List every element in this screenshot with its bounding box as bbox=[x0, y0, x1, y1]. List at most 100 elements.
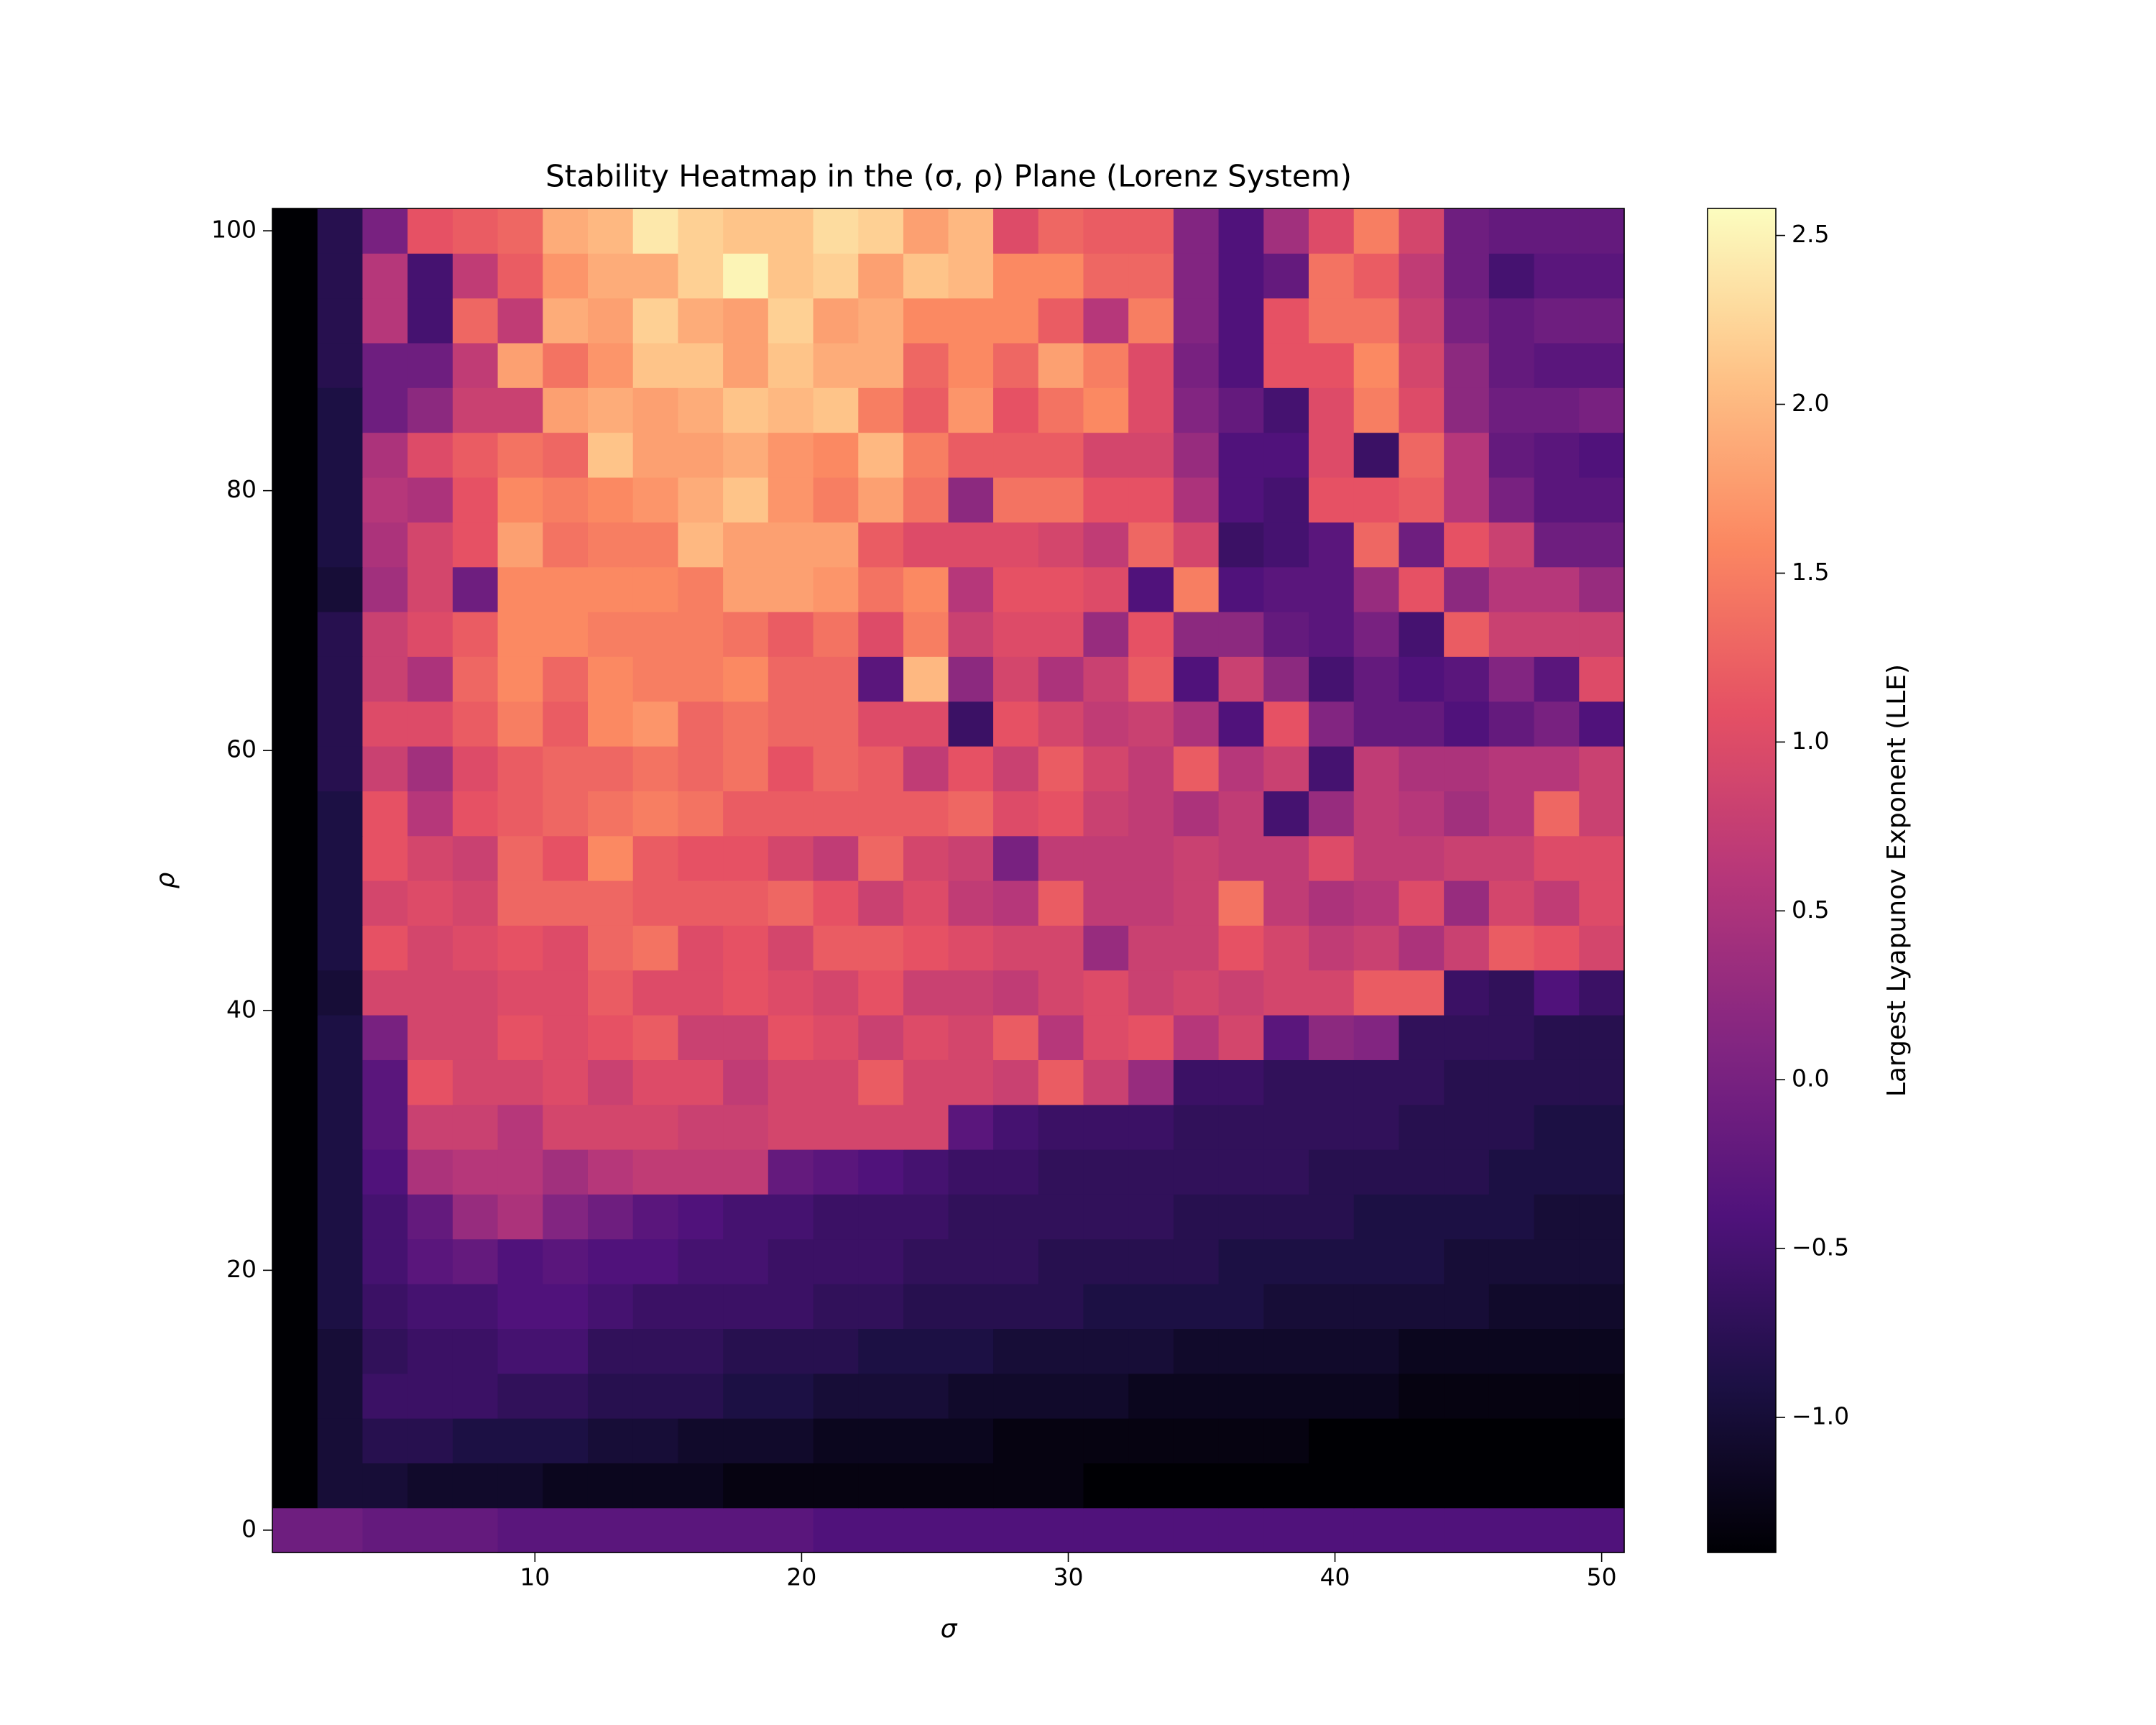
heatmap-cell bbox=[1353, 432, 1400, 478]
heatmap-cell bbox=[1128, 387, 1174, 433]
heatmap-cell bbox=[272, 1507, 318, 1553]
heatmap-cell bbox=[1309, 298, 1355, 344]
heatmap-cell bbox=[1353, 1463, 1400, 1509]
heatmap-cell bbox=[407, 1507, 453, 1553]
heatmap-cell bbox=[948, 656, 994, 702]
heatmap-cell bbox=[948, 1149, 994, 1195]
heatmap-cell bbox=[1309, 1418, 1355, 1463]
heatmap-cell bbox=[1399, 1104, 1445, 1150]
heatmap-cell bbox=[407, 477, 453, 523]
heatmap-cell bbox=[858, 566, 904, 612]
heatmap-cell bbox=[1218, 253, 1264, 299]
heatmap-cell bbox=[1353, 1284, 1400, 1330]
heatmap-cell bbox=[407, 387, 453, 433]
heatmap-cell bbox=[497, 1373, 543, 1419]
heatmap-cell bbox=[317, 208, 364, 254]
heatmap-cell bbox=[362, 208, 408, 254]
heatmap-cell bbox=[1263, 208, 1309, 254]
heatmap-cell bbox=[317, 387, 364, 433]
heatmap-cell bbox=[1263, 656, 1309, 702]
heatmap-cell bbox=[407, 1284, 453, 1330]
heatmap-cell bbox=[993, 253, 1039, 299]
heatmap-cell bbox=[1263, 1373, 1309, 1419]
heatmap-cell bbox=[1173, 1507, 1220, 1553]
heatmap-cell bbox=[993, 1328, 1039, 1374]
heatmap-cell bbox=[948, 1463, 994, 1509]
heatmap-cell bbox=[813, 432, 859, 478]
heatmap-cell bbox=[272, 745, 318, 791]
heatmap-cell bbox=[1173, 1238, 1220, 1284]
y-tick-label: 40 bbox=[226, 995, 257, 1023]
heatmap-cell bbox=[1128, 880, 1174, 926]
heatmap-cell bbox=[497, 477, 543, 523]
heatmap-cell bbox=[317, 1238, 364, 1284]
heatmap-cell bbox=[813, 880, 859, 926]
heatmap-cell bbox=[543, 835, 589, 881]
heatmap-cell bbox=[1353, 208, 1400, 254]
heatmap-cell bbox=[1083, 298, 1129, 344]
heatmap-cell bbox=[723, 791, 769, 837]
heatmap-cell bbox=[407, 880, 453, 926]
colorbar-tick-label: 2.0 bbox=[1792, 389, 1829, 417]
heatmap-cell bbox=[272, 925, 318, 971]
heatmap-cell bbox=[362, 1194, 408, 1240]
heatmap-cell bbox=[1579, 522, 1625, 568]
heatmap-cell bbox=[858, 1418, 904, 1463]
heatmap-cell bbox=[497, 791, 543, 837]
heatmap-cell bbox=[858, 522, 904, 568]
heatmap-cell bbox=[903, 298, 949, 344]
heatmap-cell bbox=[1444, 1104, 1490, 1150]
heatmap-cell bbox=[362, 1328, 408, 1374]
heatmap-cell bbox=[632, 1059, 679, 1105]
heatmap-cell bbox=[1444, 1149, 1490, 1195]
heatmap-cell bbox=[1353, 1149, 1400, 1195]
heatmap-cell bbox=[723, 342, 769, 388]
heatmap-cell bbox=[1263, 1104, 1309, 1150]
heatmap-cell bbox=[272, 1238, 318, 1284]
heatmap-cell bbox=[813, 566, 859, 612]
heatmap-cell bbox=[587, 566, 634, 612]
heatmap-cell bbox=[723, 745, 769, 791]
heatmap-cell bbox=[1218, 1059, 1264, 1105]
heatmap-cell bbox=[993, 835, 1039, 881]
heatmap-cell bbox=[1353, 925, 1400, 971]
heatmap-cell bbox=[362, 1418, 408, 1463]
heatmap-cell bbox=[632, 1104, 679, 1150]
heatmap-cell bbox=[1534, 1149, 1580, 1195]
heatmap-cell bbox=[1534, 1194, 1580, 1240]
colorbar-tick-label: −0.5 bbox=[1792, 1233, 1849, 1261]
heatmap-cell bbox=[1263, 970, 1309, 1016]
heatmap-cell bbox=[1038, 298, 1084, 344]
heatmap-cell bbox=[948, 1328, 994, 1374]
heatmap-cell bbox=[1399, 1418, 1445, 1463]
heatmap-cell bbox=[587, 208, 634, 254]
colorbar-tick-label: 2.5 bbox=[1792, 220, 1829, 248]
heatmap-cell bbox=[1173, 656, 1220, 702]
heatmap-cell bbox=[678, 477, 724, 523]
heatmap-cell bbox=[1263, 1463, 1309, 1509]
heatmap-cell bbox=[1218, 1104, 1264, 1150]
heatmap-cell bbox=[1128, 1507, 1174, 1553]
heatmap-cell bbox=[1444, 1507, 1490, 1553]
heatmap-cell bbox=[1128, 925, 1174, 971]
heatmap-cell bbox=[1263, 387, 1309, 433]
heatmap-cell bbox=[723, 1284, 769, 1330]
heatmap-cell bbox=[632, 1015, 679, 1060]
heatmap-cell bbox=[497, 1284, 543, 1330]
heatmap-cell bbox=[1218, 656, 1264, 702]
heatmap-cell bbox=[543, 1015, 589, 1060]
heatmap-cell bbox=[903, 1238, 949, 1284]
heatmap-cell bbox=[858, 791, 904, 837]
heatmap-cell bbox=[723, 387, 769, 433]
heatmap-cell bbox=[1083, 387, 1129, 433]
heatmap-cell bbox=[678, 970, 724, 1016]
heatmap-cell bbox=[452, 1238, 499, 1284]
heatmap-cell bbox=[948, 1284, 994, 1330]
heatmap-cell bbox=[1444, 1059, 1490, 1105]
heatmap-cell bbox=[632, 566, 679, 612]
heatmap-cell bbox=[858, 432, 904, 478]
heatmap-cell bbox=[1083, 1149, 1129, 1195]
heatmap-cell bbox=[903, 1059, 949, 1105]
heatmap-cell bbox=[362, 880, 408, 926]
